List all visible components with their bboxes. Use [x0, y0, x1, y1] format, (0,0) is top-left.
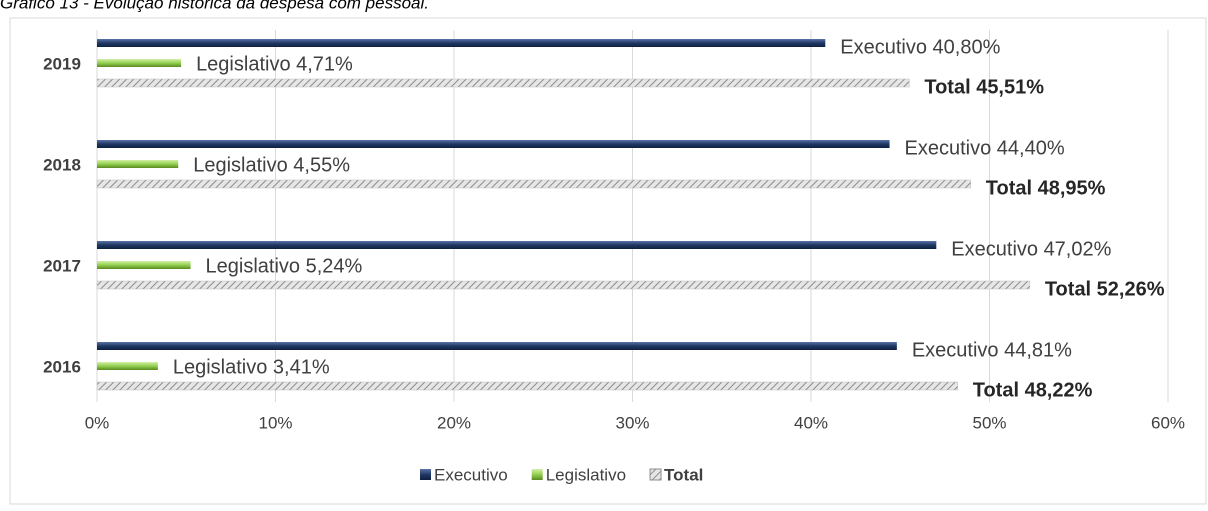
- x-tick-label: 50%: [972, 413, 1006, 432]
- bar: [96, 78, 910, 88]
- chart-title: Gráfico 13 - Evolução histórica da despe…: [0, 0, 429, 12]
- data-label: Total 45,51%: [924, 76, 1044, 98]
- data-label: Executivo 44,40%: [905, 137, 1065, 159]
- category-label: 2016: [43, 357, 81, 376]
- category-label: 2018: [43, 155, 81, 174]
- bar: [96, 381, 958, 391]
- data-label: Legislativo 3,41%: [173, 356, 330, 378]
- bar: [97, 241, 937, 249]
- x-tick-label: 20%: [437, 413, 471, 432]
- x-tick-label: 60%: [1151, 413, 1185, 432]
- data-label: Executivo 47,02%: [951, 238, 1111, 260]
- x-tick-label: 10%: [258, 413, 292, 432]
- bar: [97, 261, 191, 269]
- bar: [97, 160, 179, 168]
- data-label: Total 48,22%: [973, 379, 1093, 401]
- bar: [97, 140, 890, 148]
- data-label: Legislativo 5,24%: [206, 255, 363, 277]
- x-tick-label: 30%: [615, 413, 649, 432]
- legend-swatch: [420, 469, 431, 480]
- legend-label: Legislativo: [546, 465, 626, 484]
- bar: [96, 280, 1031, 290]
- bar: [97, 39, 826, 47]
- bar: [97, 342, 897, 350]
- bar: [97, 59, 182, 67]
- data-label: Executivo 44,81%: [912, 339, 1072, 361]
- bar: [97, 362, 158, 370]
- data-label: Total 52,26%: [1045, 278, 1165, 300]
- legend-label: Total: [664, 465, 703, 484]
- x-tick-label: 40%: [794, 413, 828, 432]
- category-label: 2017: [43, 256, 81, 275]
- x-tick-label: 0%: [85, 413, 110, 432]
- category-label: 2019: [43, 54, 81, 73]
- legend-swatch: [649, 468, 662, 481]
- data-label: Total 48,95%: [986, 177, 1106, 199]
- data-label: Executivo 40,80%: [840, 36, 1000, 58]
- legend-label: Executivo: [434, 465, 508, 484]
- data-label: Legislativo 4,71%: [196, 53, 353, 75]
- data-label: Legislativo 4,55%: [193, 154, 350, 176]
- chart-frame: [9, 17, 1207, 505]
- legend-swatch: [531, 469, 543, 480]
- bar: [96, 179, 972, 189]
